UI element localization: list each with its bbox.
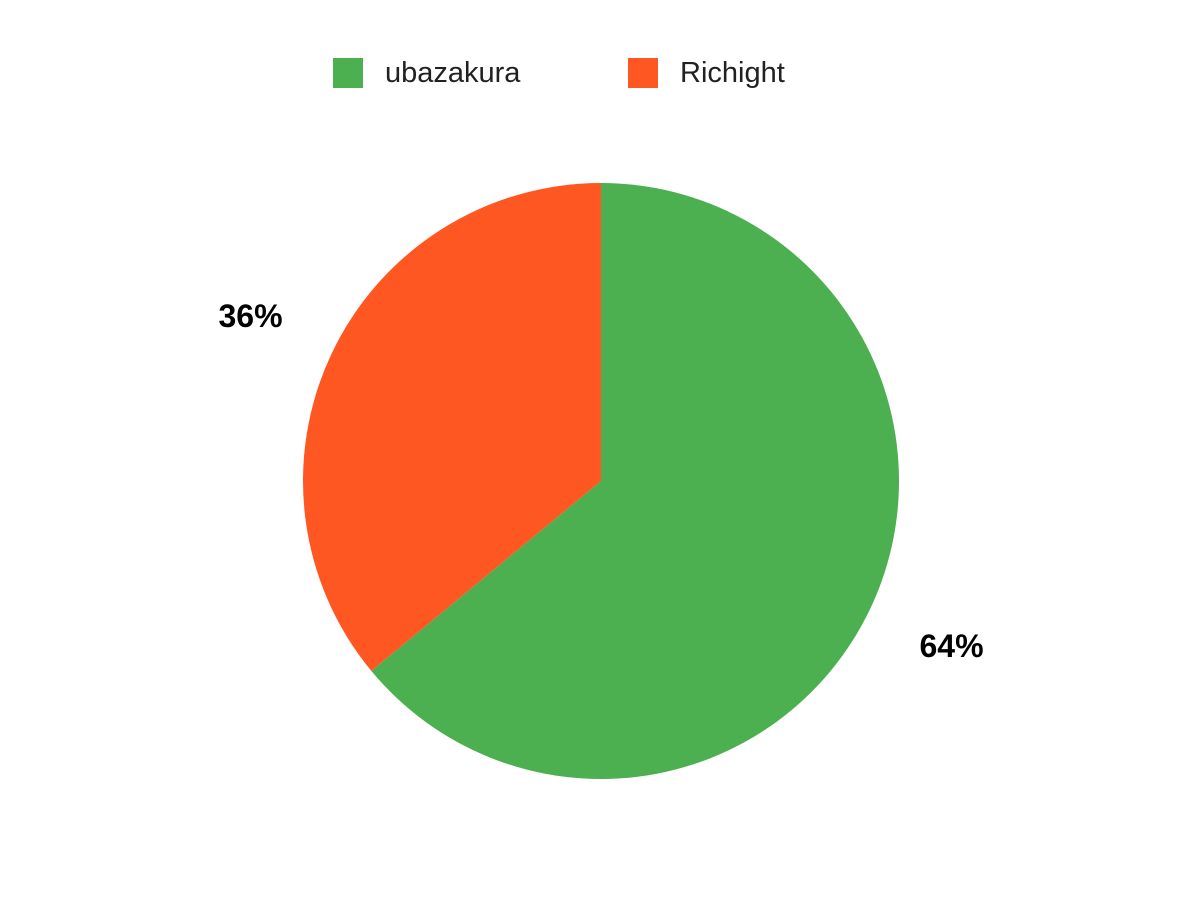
legend-item-ubazakura[interactable]: ubazakura (333, 58, 520, 88)
legend-swatch-richight (628, 58, 658, 88)
pie-slice-ubazakura[interactable] (371, 182, 900, 779)
pie-slice-richight[interactable] (303, 183, 601, 671)
legend-item-richight[interactable]: Richight (628, 58, 785, 88)
legend-label-richight: Richight (680, 57, 785, 89)
slice-percent-label-richight: 36% (218, 298, 282, 334)
legend-swatch-ubazakura (333, 58, 363, 88)
slice-percent-label-ubazakura: 64% (919, 628, 983, 664)
legend-label-ubazakura: ubazakura (385, 57, 521, 89)
